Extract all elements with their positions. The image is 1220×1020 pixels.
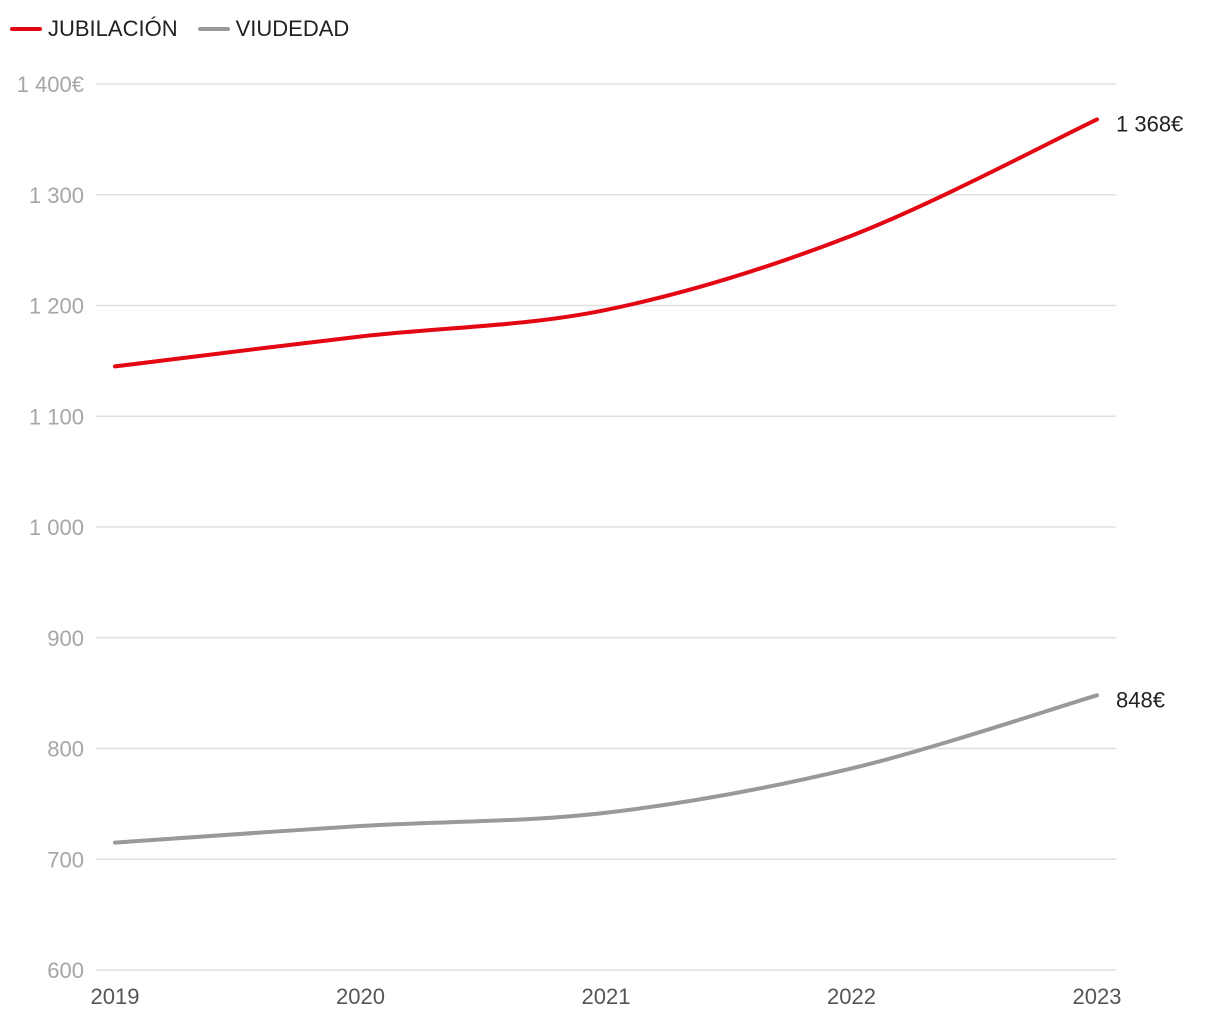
y-tick-label: 1 300 bbox=[29, 183, 84, 208]
y-tick-label: 600 bbox=[47, 958, 84, 983]
y-axis-ticks: 600 700 800 900 1 000 1 100 1 200 1 300 1 400€ bbox=[17, 72, 84, 983]
y-tick-label: 1 200 bbox=[29, 294, 84, 319]
end-value-label: 848€ bbox=[1116, 687, 1165, 712]
legend-item-jubilacion: JUBILACIÓN bbox=[10, 16, 178, 42]
end-value-label: 1 368€ bbox=[1116, 111, 1183, 136]
legend-swatch-jubilacion bbox=[10, 27, 42, 31]
series-lines bbox=[113, 117, 1099, 845]
x-tick-label: 2022 bbox=[827, 984, 876, 1009]
legend-item-viudedad: VIUDEDAD bbox=[197, 16, 350, 42]
series-line-viudedad bbox=[113, 693, 1099, 845]
x-tick-label: 2019 bbox=[91, 984, 140, 1009]
series-line-jubilacion bbox=[113, 117, 1099, 369]
y-tick-label: 800 bbox=[47, 737, 84, 762]
legend-label-jubilacion: JUBILACIÓN bbox=[48, 16, 178, 41]
legend-label-viudedad: VIUDEDAD bbox=[235, 16, 350, 41]
y-tick-label: 1 000 bbox=[29, 515, 84, 540]
x-tick-label: 2021 bbox=[582, 984, 631, 1009]
x-tick-label: 2020 bbox=[336, 984, 385, 1009]
y-tick-label: 1 100 bbox=[29, 404, 84, 429]
grid-lines bbox=[96, 83, 1116, 971]
legend-swatch-viudedad bbox=[197, 27, 230, 31]
x-tick-label: 2023 bbox=[1073, 984, 1122, 1009]
chart-legend: JUBILACIÓN VIUDEDAD bbox=[10, 16, 369, 42]
x-axis-ticks: 2019 2020 2021 2022 2023 bbox=[91, 984, 1122, 1009]
y-tick-label: 900 bbox=[47, 626, 84, 651]
end-labels: 1 368€ 848€ bbox=[1116, 111, 1183, 712]
y-tick-label: 1 400€ bbox=[17, 72, 84, 97]
y-tick-label: 700 bbox=[47, 847, 84, 872]
